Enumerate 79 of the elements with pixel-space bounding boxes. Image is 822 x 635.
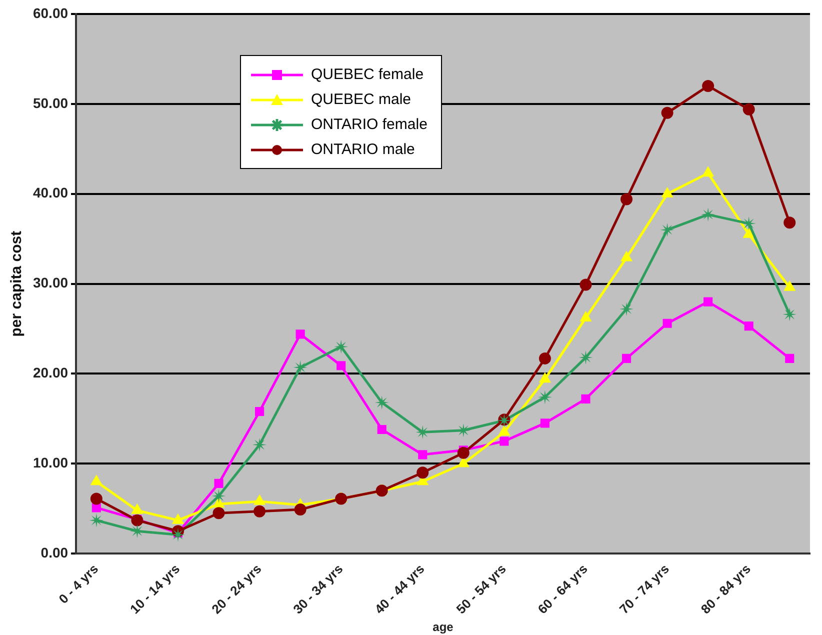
point <box>457 446 470 459</box>
point <box>293 360 308 374</box>
point <box>661 106 674 119</box>
point <box>458 458 469 468</box>
x-tick-label: 20 - 24 yrs <box>208 561 264 617</box>
x-axis-title: age <box>432 620 454 634</box>
point <box>622 354 632 363</box>
point <box>782 307 797 322</box>
point <box>578 350 593 365</box>
point <box>131 514 144 526</box>
point <box>296 330 305 339</box>
point <box>620 302 634 316</box>
point <box>662 188 673 198</box>
x-tick-label: 30 - 34 yrs <box>290 561 346 617</box>
x-tick-label: 40 - 44 yrs <box>372 561 428 617</box>
point <box>580 312 592 322</box>
point <box>540 373 550 383</box>
point <box>621 252 632 262</box>
point <box>374 396 389 410</box>
point <box>172 514 184 524</box>
y-axis-title: per capita cost <box>8 230 26 337</box>
point <box>744 228 754 238</box>
point <box>538 352 551 364</box>
point <box>335 492 348 505</box>
point <box>212 489 226 504</box>
point <box>89 513 104 528</box>
y-tick-label: 50.00 <box>32 94 68 111</box>
point <box>660 222 674 237</box>
y-tick-label: 10.00 <box>32 454 68 471</box>
point <box>538 390 552 404</box>
point <box>498 426 510 436</box>
point <box>662 318 672 328</box>
point <box>376 484 388 497</box>
point <box>416 466 429 479</box>
point <box>377 424 386 434</box>
point <box>500 436 509 446</box>
point <box>744 322 754 331</box>
point <box>336 361 346 370</box>
y-tick-label: 30.00 <box>32 274 68 291</box>
point <box>701 208 716 222</box>
point <box>132 504 143 514</box>
y-tick-label: 0.00 <box>40 544 68 560</box>
x-tick-label: 0 - 4 yrs <box>56 561 102 607</box>
y-tick-label: 40.00 <box>32 184 68 201</box>
point <box>540 418 550 428</box>
x-tick-label: 80 - 84 yrs <box>698 561 754 617</box>
x-tick-label: 60 - 64 yrs <box>534 561 590 617</box>
point <box>784 281 795 291</box>
point <box>254 505 266 518</box>
point <box>742 216 756 231</box>
y-tick-label: 60.00 <box>32 4 68 21</box>
point <box>90 492 102 505</box>
point <box>702 167 714 177</box>
point <box>620 193 633 206</box>
point <box>784 216 796 229</box>
point <box>294 504 306 516</box>
legend-label: ONTARIO male <box>311 141 415 158</box>
x-tick-label: 10 - 14 yrs <box>127 561 183 617</box>
point <box>252 438 267 452</box>
point <box>91 476 102 486</box>
point <box>212 507 225 520</box>
point <box>254 406 264 416</box>
y-tick-label: 20.00 <box>32 364 68 381</box>
point <box>785 354 794 363</box>
x-tick-label: 70 - 74 yrs <box>616 561 672 617</box>
legend-label: QUEBEC female <box>311 66 424 83</box>
point <box>581 394 590 404</box>
legend-label: QUEBEC male <box>311 91 412 108</box>
point <box>702 80 714 92</box>
legend-label: ONTARIO female <box>311 116 428 133</box>
point <box>334 340 348 354</box>
point <box>214 478 224 488</box>
point <box>418 450 428 460</box>
point <box>580 278 592 291</box>
point <box>92 503 101 512</box>
x-tick-label: 50 - 54 yrs <box>453 561 509 617</box>
point <box>704 297 713 306</box>
point <box>254 495 265 505</box>
point <box>742 103 755 116</box>
